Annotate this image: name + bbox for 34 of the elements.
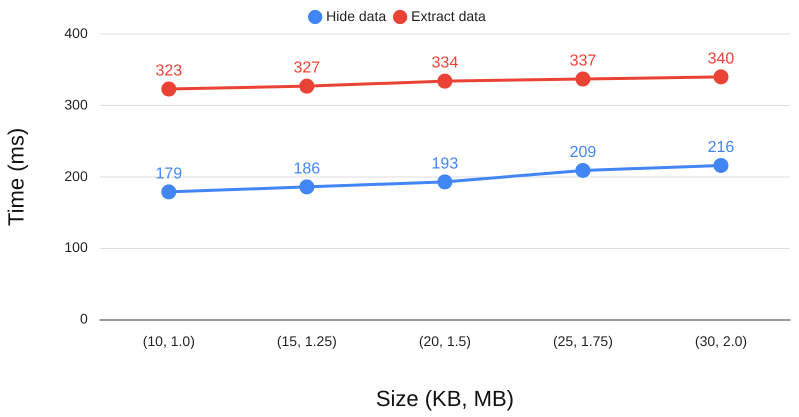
x-tick-label: (15, 1.25) — [276, 333, 337, 350]
y-tick-label: 100 — [64, 239, 88, 256]
y-tick-label: 0 — [80, 310, 88, 327]
data-label: 334 — [432, 54, 458, 72]
data-label: 337 — [570, 52, 596, 70]
x-axis-title: Size (KB, MB) — [376, 386, 514, 411]
y-tick-label: 200 — [64, 168, 88, 184]
point — [437, 174, 452, 190]
point — [161, 184, 176, 200]
point — [437, 74, 452, 89]
point — [299, 179, 314, 194]
point — [299, 78, 314, 94]
data-label: 186 — [293, 160, 320, 178]
legend-label: Extract data — [411, 8, 486, 24]
point — [161, 82, 176, 97]
point — [575, 72, 590, 87]
point — [713, 69, 728, 84]
y-tick-label: 300 — [64, 96, 88, 112]
data-label: 216 — [708, 138, 734, 156]
x-tick-label: (25, 1.75) — [552, 333, 613, 350]
data-label: 179 — [155, 165, 182, 182]
data-label: 193 — [432, 155, 458, 172]
y-axis-title: Time (ms) — [3, 128, 28, 226]
x-tick-label: (10, 1.0) — [142, 333, 195, 350]
data-label: 327 — [293, 60, 320, 77]
data-label: 209 — [570, 144, 596, 161]
data-label: 340 — [708, 50, 734, 68]
x-tick-label: (30, 2.0) — [694, 333, 748, 350]
legend-label: Hide data — [326, 8, 386, 24]
point — [713, 158, 728, 173]
x-tick-label: (20, 1.5) — [418, 333, 471, 350]
data-label: 323 — [155, 62, 182, 80]
y-tick-label: 400 — [64, 24, 88, 41]
point — [575, 162, 590, 178]
